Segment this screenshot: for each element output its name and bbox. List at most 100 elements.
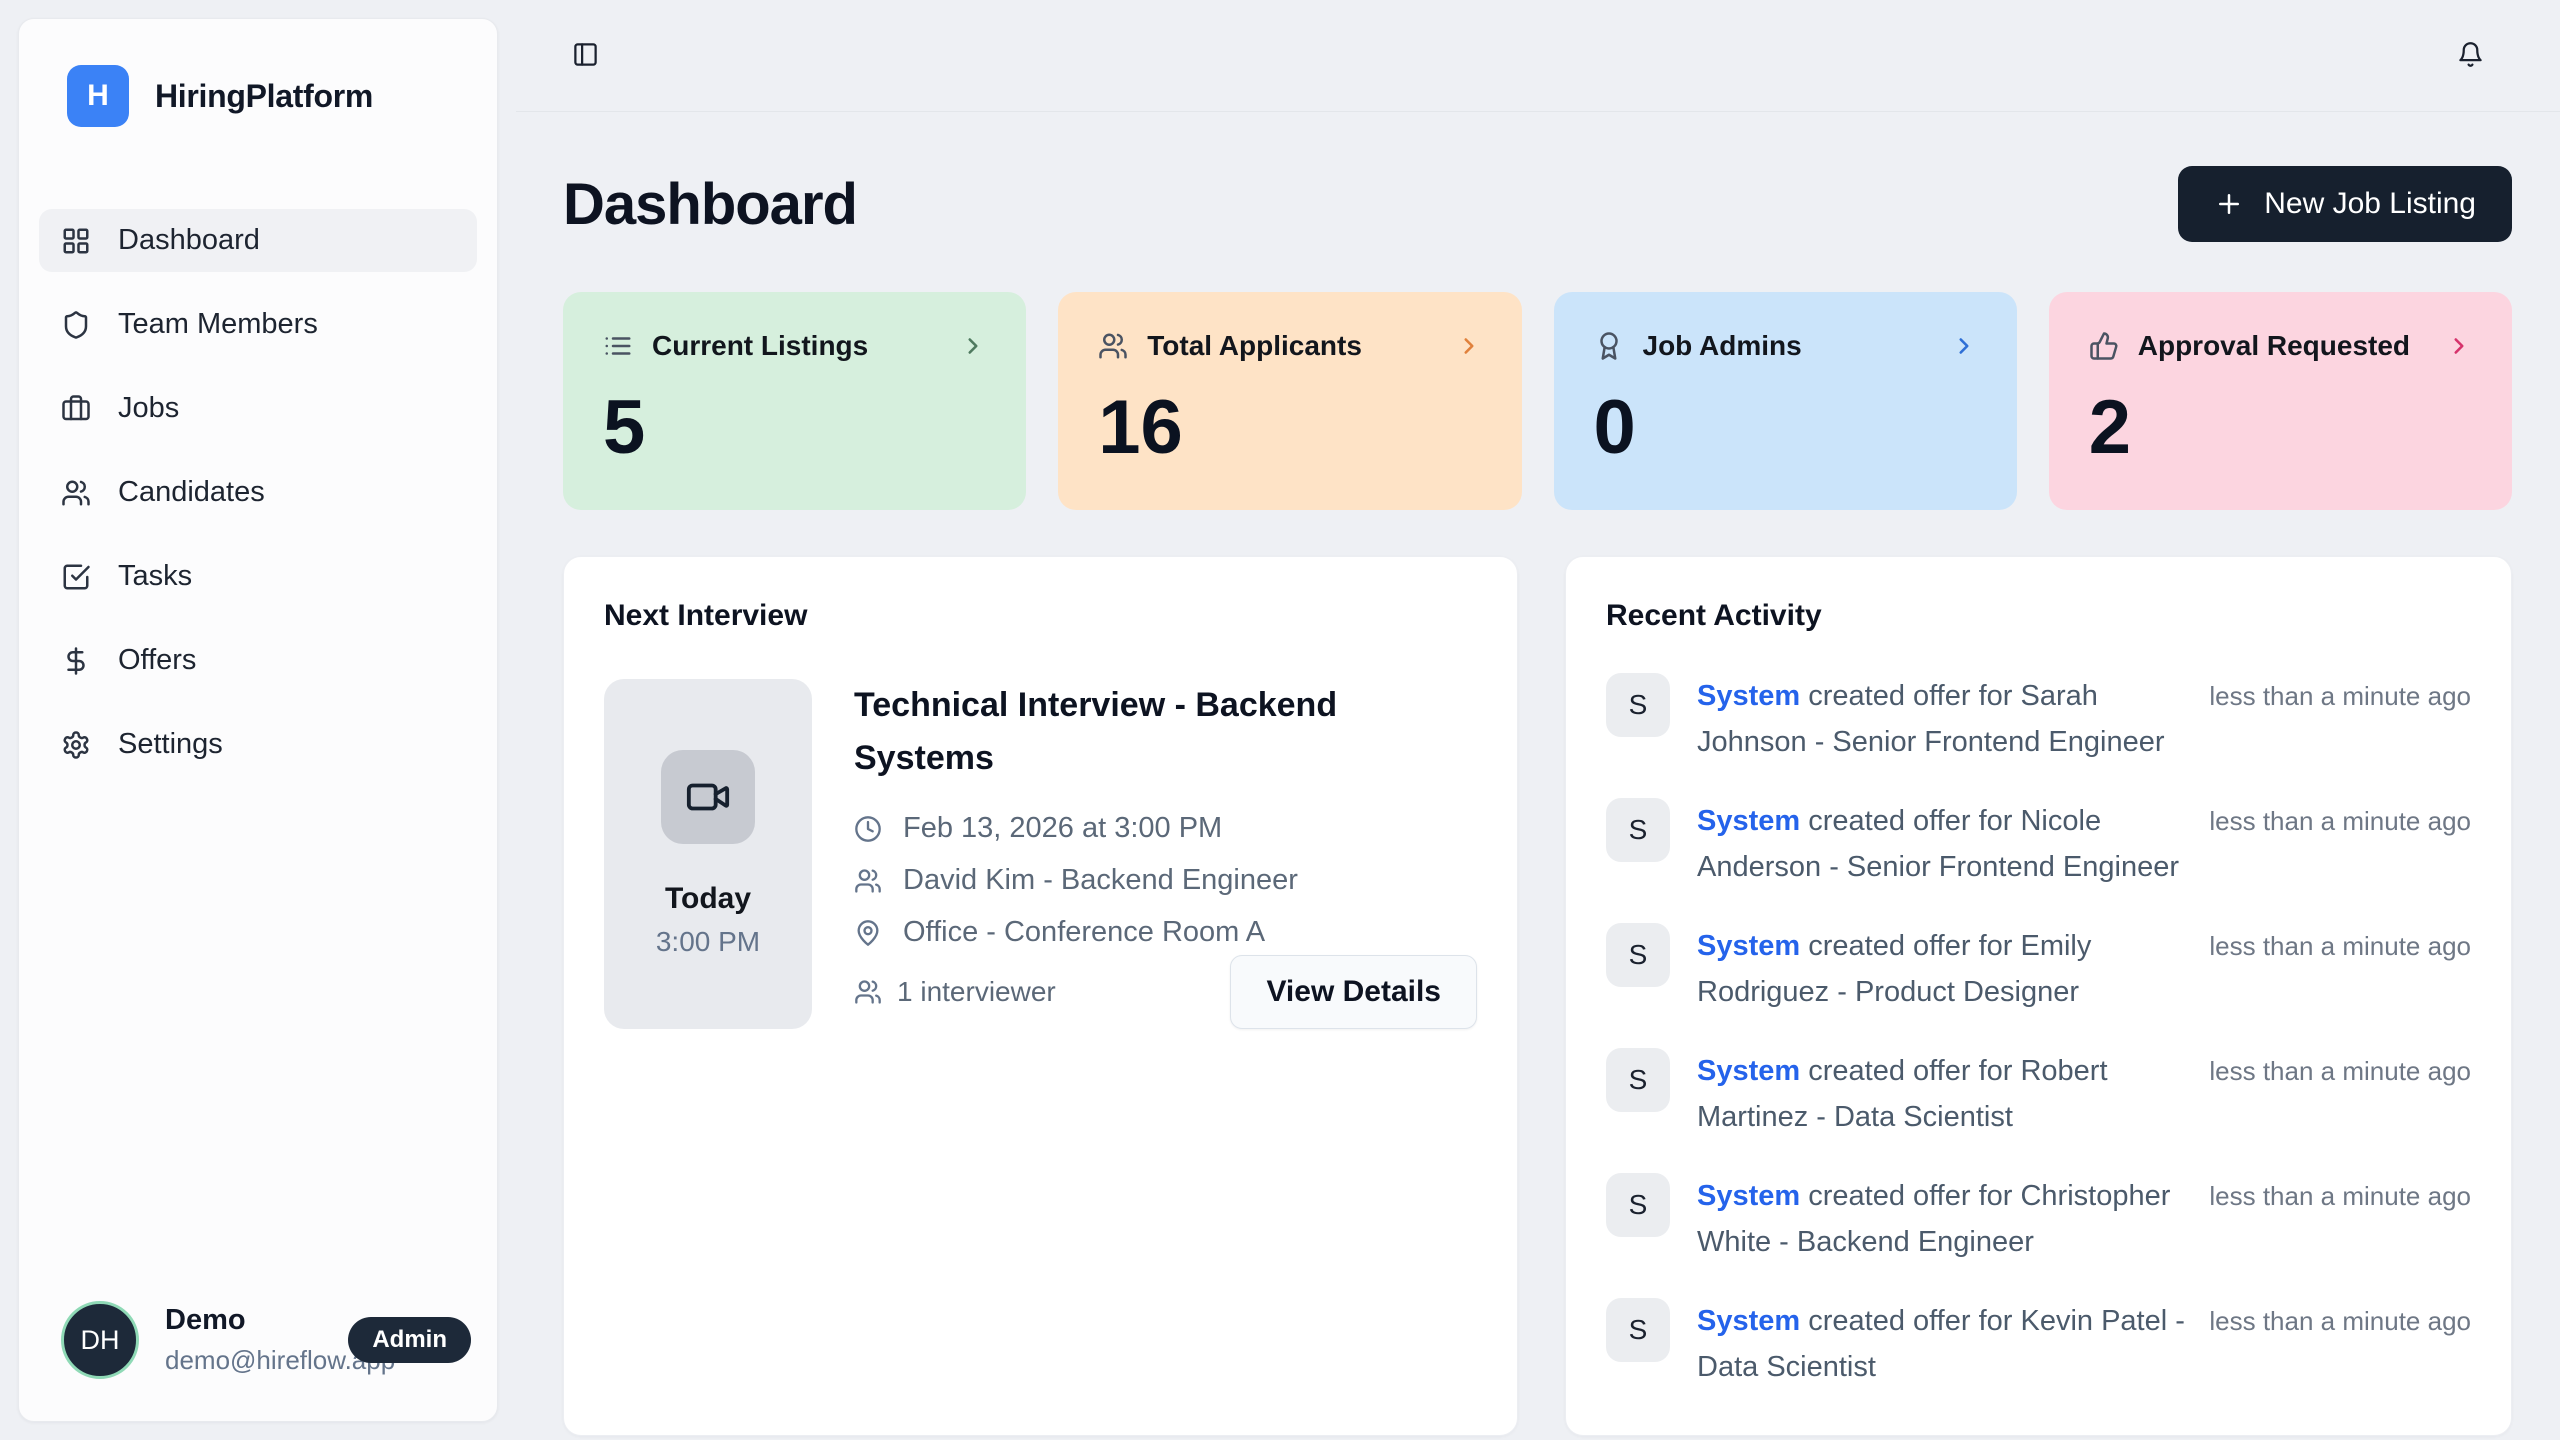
thumbs-up-icon	[2089, 331, 2119, 361]
sidebar-item-candidates[interactable]: Candidates	[39, 461, 477, 524]
users-icon	[854, 978, 882, 1006]
app-name: HiringPlatform	[155, 77, 374, 114]
activity-item: S System created offer for Sarah Johnson…	[1606, 673, 2471, 765]
interview-footer: 1 interviewer View Details	[854, 955, 1477, 1029]
activity-timestamp: less than a minute ago	[2209, 1306, 2471, 1336]
sidebar: H HiringPlatform Dashboard Team Members …	[18, 18, 498, 1422]
stat-card-current-listings[interactable]: Current Listings 5	[563, 292, 1027, 510]
activity-item: S System created offer for Robert Martin…	[1606, 1048, 2471, 1140]
activity-actor[interactable]: System	[1697, 930, 1801, 962]
activity-item: S System created offer for Emily Rodrigu…	[1606, 923, 2471, 1015]
activity-description: created offer for Robert Martinez - Data…	[1697, 1055, 2108, 1133]
stat-card-approval-requested[interactable]: Approval Requested 2	[2048, 292, 2512, 510]
activity-actor[interactable]: System	[1697, 805, 1801, 837]
interview-detail-list: Feb 13, 2026 at 3:00 PM David Kim - Back…	[854, 812, 1477, 949]
notifications-button[interactable]	[2457, 41, 2484, 71]
activity-description: created offer for Christopher White - Ba…	[1697, 1180, 2171, 1258]
user-profile[interactable]: DH Demo demo@hireflow.app Admin	[39, 1301, 477, 1421]
activity-actor[interactable]: System	[1697, 680, 1801, 712]
clock-icon	[854, 815, 882, 843]
user-name: Demo	[165, 1304, 246, 1336]
users-icon	[854, 867, 882, 895]
activity-text: System created offer for Robert Martinez…	[1697, 1048, 2202, 1140]
activity-actor[interactable]: System	[1697, 1305, 1801, 1337]
user-info: Demo demo@hireflow.app	[165, 1304, 396, 1376]
activity-description: created offer for Kevin Patel - Data Sci…	[1697, 1305, 2185, 1383]
stat-card-header: Approval Requested	[2089, 330, 2472, 362]
stat-label: Current Listings	[652, 330, 869, 361]
interview-location-row: Office - Conference Room A	[854, 916, 1477, 949]
sidebar-spacer	[39, 776, 477, 1301]
activity-timestamp: less than a minute ago	[2209, 931, 2471, 961]
app-logo: H	[67, 65, 129, 127]
chevron-right-icon	[2446, 333, 2472, 359]
interview-job-title: Technical Interview - Backend Systems	[854, 686, 1338, 777]
dashboard-icon	[61, 226, 91, 256]
activity-actor[interactable]: System	[1697, 1055, 1801, 1087]
interview-time: 3:00 PM	[655, 926, 761, 957]
activity-description: created offer for Emily Rodriguez - Prod…	[1697, 930, 2092, 1008]
stat-card-job-admins[interactable]: Job Admins 0	[1553, 292, 2017, 510]
new-job-listing-button[interactable]: New Job Listing	[2178, 166, 2512, 242]
activity-item: S System created offer for Christopher W…	[1606, 1173, 2471, 1265]
plus-icon	[2214, 189, 2244, 219]
sidebar-item-settings[interactable]: Settings	[39, 713, 477, 776]
avatar: S	[1606, 798, 1670, 862]
activity-timestamp: less than a minute ago	[2209, 806, 2471, 836]
stat-card-header: Total Applicants	[1098, 330, 1481, 362]
stat-card-header: Current Listings	[603, 330, 986, 362]
new-job-listing-label: New Job Listing	[2264, 187, 2476, 220]
activity-actor[interactable]: System	[1697, 1180, 1801, 1212]
view-details-button[interactable]: View Details	[1230, 955, 1477, 1029]
list-icon	[603, 331, 633, 361]
gear-icon	[61, 730, 91, 760]
interview-candidate-row: David Kim - Backend Engineer	[854, 864, 1477, 897]
interviewer-count-label: 1 interviewer	[897, 976, 1056, 1007]
award-icon	[1594, 331, 1624, 361]
stat-value: 5	[603, 385, 646, 470]
avatar: S	[1606, 1048, 1670, 1112]
activity-text: System created offer for Christopher Whi…	[1697, 1173, 2202, 1265]
map-pin-icon	[854, 919, 882, 947]
stat-label: Total Applicants	[1147, 330, 1362, 361]
avatar: DH	[61, 1301, 139, 1379]
stat-label: Approval Requested	[2137, 330, 2411, 361]
sidebar-nav: Dashboard Team Members Jobs Candidates T…	[39, 209, 477, 776]
avatar: S	[1606, 1298, 1670, 1362]
sidebar-item-dashboard[interactable]: Dashboard	[39, 209, 477, 272]
sidebar-toggle-button[interactable]	[572, 41, 599, 71]
check-square-icon	[61, 562, 91, 592]
user-email: demo@hireflow.app	[165, 1345, 396, 1375]
stat-card-total-applicants[interactable]: Total Applicants 16	[1058, 292, 1522, 510]
activity-list: S System created offer for Sarah Johnson…	[1606, 673, 2471, 1390]
sidebar-item-jobs[interactable]: Jobs	[39, 377, 477, 440]
stat-label: Job Admins	[1642, 330, 1802, 361]
content: Dashboard New Job Listing Current Listin…	[516, 112, 2560, 1436]
chevron-right-icon	[1951, 333, 1977, 359]
video-tile	[661, 750, 755, 844]
recent-activity-title: Recent Activity	[1606, 599, 1822, 632]
sidebar-item-tasks[interactable]: Tasks	[39, 545, 477, 608]
app-logo-row: H HiringPlatform	[39, 19, 477, 127]
avatar: S	[1606, 673, 1670, 737]
bell-icon	[2457, 41, 2484, 71]
activity-item: S System created offer for Kevin Patel -…	[1606, 1298, 2471, 1390]
dollar-icon	[61, 646, 91, 676]
activity-timestamp: less than a minute ago	[2209, 1056, 2471, 1086]
sidebar-item-team-members[interactable]: Team Members	[39, 293, 477, 356]
panel-left-icon	[572, 41, 599, 71]
activity-description: created offer for Nicole Anderson - Seni…	[1697, 805, 2180, 883]
activity-text: System created offer for Sarah Johnson -…	[1697, 673, 2202, 765]
topbar	[516, 0, 2560, 112]
main-area: Dashboard New Job Listing Current Listin…	[516, 0, 2560, 1440]
next-interview-card: Next Interview Today 3:00 PM Technical I…	[563, 556, 1518, 1436]
role-badge: Admin	[348, 1317, 471, 1363]
sidebar-item-offers[interactable]: Offers	[39, 629, 477, 692]
recent-activity-card: Recent Activity S System created offer f…	[1565, 556, 2512, 1436]
activity-description: created offer for Sarah Johnson - Senior…	[1697, 680, 2165, 758]
interview-datetime-row: Feb 13, 2026 at 3:00 PM	[854, 812, 1477, 845]
interview-datetime: Feb 13, 2026 at 3:00 PM	[903, 812, 1223, 845]
shield-icon	[61, 310, 91, 340]
chevron-right-icon	[1456, 333, 1482, 359]
